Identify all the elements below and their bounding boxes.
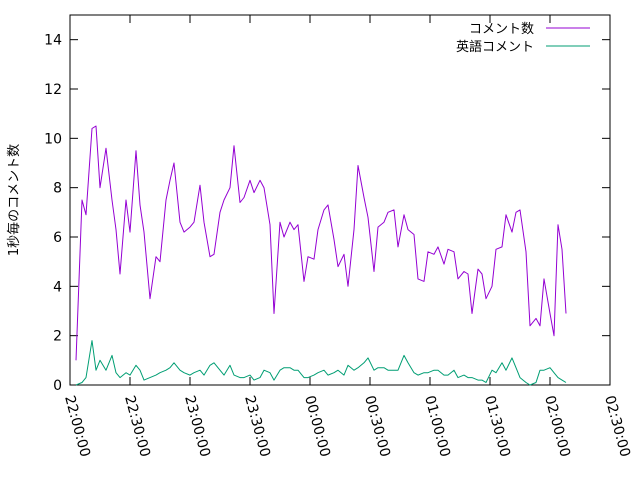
y-axis: 0 2 4 6 8 10 12 14 [44,33,610,394]
x-axis: 22:00:00 22:30:00 23:00:00 23:30:00 00:00:00… [61,15,633,459]
series-line-2 [75,340,567,386]
x-tick-label: 02:30:00 [601,394,633,459]
legend-label: 英語コメント [456,39,534,55]
x-tick-label: 22:00:00 [61,394,93,459]
x-tick-label: 02:00:00 [541,394,573,459]
x-tick-label: 01:30:00 [481,394,513,459]
y-tick-label: 8 [53,181,62,197]
x-tick-label: 22:30:00 [121,394,153,459]
plot-series [75,125,567,386]
y-tick-label: 12 [44,82,62,98]
y-tick-label: 0 [53,378,62,394]
x-tick-label: 23:00:00 [181,394,213,459]
y-tick-label: 10 [44,131,62,147]
x-tick-label: 00:00:00 [301,394,333,459]
y-axis-title: 1秒毎のコメント数 [6,144,22,256]
x-tick-label: 01:00:00 [421,394,453,459]
y-tick-label: 2 [53,329,62,345]
y-tick-label: 14 [44,33,62,49]
legend-label: コメント数 [469,22,534,37]
plot-frame [69,14,611,386]
x-tick-label: 23:30:00 [241,394,273,459]
x-tick-label: 00:30:00 [361,394,393,459]
series-line-1 [75,125,567,361]
y-tick-label: 6 [53,230,62,246]
y-tick-label: 4 [53,279,62,295]
